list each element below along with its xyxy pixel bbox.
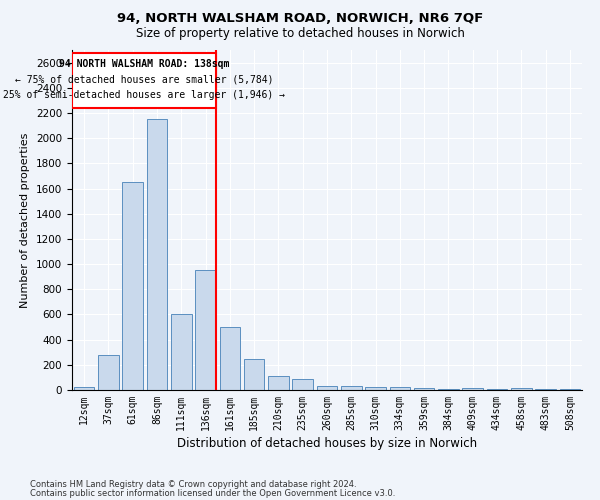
- Text: 25% of semi-detached houses are larger (1,946) →: 25% of semi-detached houses are larger (…: [3, 90, 285, 100]
- Bar: [317, 386, 337, 390]
- Bar: [341, 386, 362, 390]
- FancyBboxPatch shape: [72, 52, 216, 108]
- Text: Contains HM Land Registry data © Crown copyright and database right 2024.: Contains HM Land Registry data © Crown c…: [30, 480, 356, 489]
- Bar: [560, 389, 580, 390]
- Bar: [414, 388, 434, 390]
- X-axis label: Distribution of detached houses by size in Norwich: Distribution of detached houses by size …: [177, 437, 477, 450]
- Bar: [244, 358, 265, 390]
- Bar: [146, 120, 167, 390]
- Y-axis label: Number of detached properties: Number of detached properties: [20, 132, 31, 308]
- Bar: [438, 389, 459, 390]
- Text: Size of property relative to detached houses in Norwich: Size of property relative to detached ho…: [136, 28, 464, 40]
- Text: 94 NORTH WALSHAM ROAD: 138sqm: 94 NORTH WALSHAM ROAD: 138sqm: [59, 60, 229, 70]
- Bar: [365, 388, 386, 390]
- Bar: [389, 388, 410, 390]
- Text: 94, NORTH WALSHAM ROAD, NORWICH, NR6 7QF: 94, NORTH WALSHAM ROAD, NORWICH, NR6 7QF: [117, 12, 483, 26]
- Text: ← 75% of detached houses are smaller (5,784): ← 75% of detached houses are smaller (5,…: [14, 74, 273, 85]
- Bar: [195, 270, 216, 390]
- Bar: [511, 388, 532, 390]
- Bar: [268, 376, 289, 390]
- Text: Contains public sector information licensed under the Open Government Licence v3: Contains public sector information licen…: [30, 488, 395, 498]
- Bar: [292, 378, 313, 390]
- Bar: [220, 327, 240, 390]
- Bar: [463, 388, 483, 390]
- Bar: [98, 354, 119, 390]
- Bar: [122, 182, 143, 390]
- Bar: [171, 314, 191, 390]
- Bar: [74, 388, 94, 390]
